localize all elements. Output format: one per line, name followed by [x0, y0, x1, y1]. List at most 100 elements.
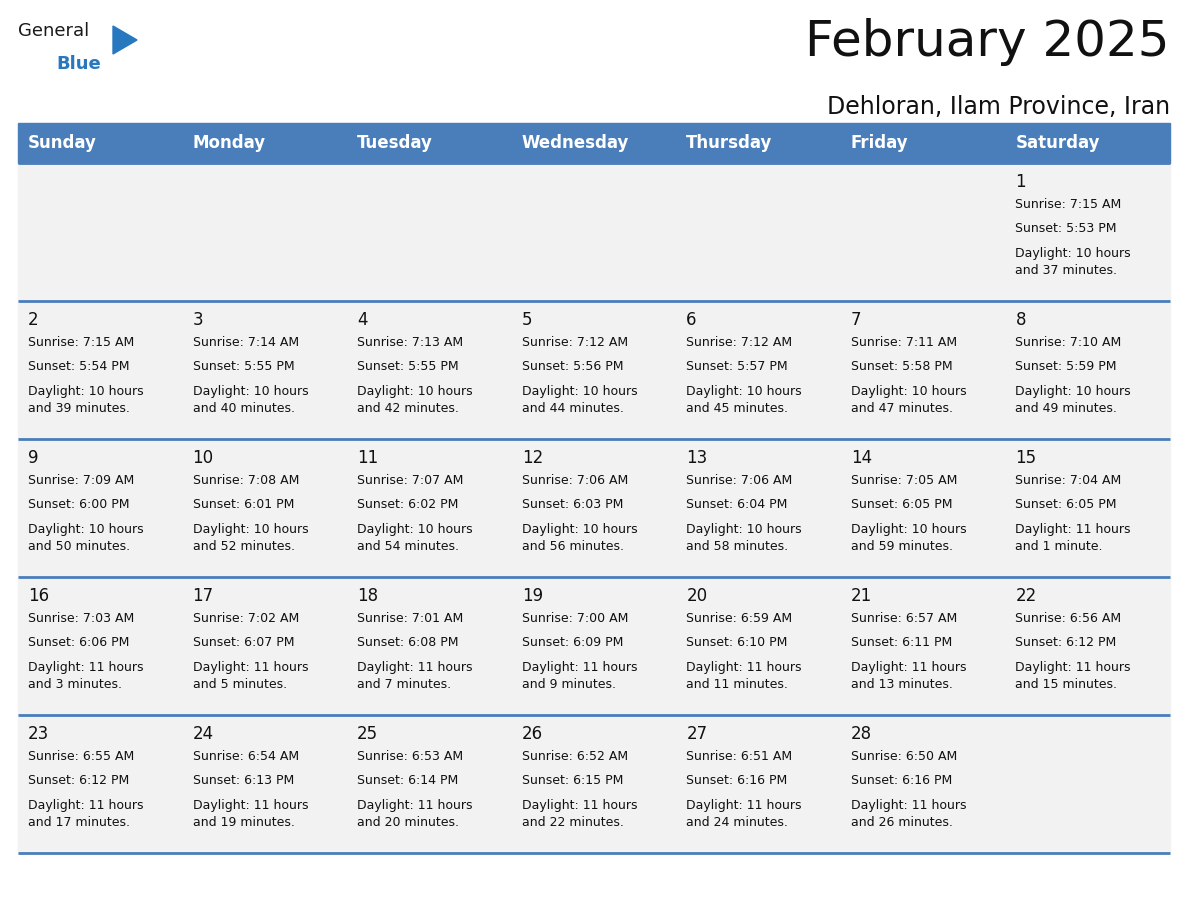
Text: Sunset: 6:15 PM: Sunset: 6:15 PM	[522, 774, 623, 787]
Text: 26: 26	[522, 725, 543, 743]
Text: Sunrise: 6:59 AM: Sunrise: 6:59 AM	[687, 611, 792, 624]
Text: Daylight: 10 hours
and 52 minutes.: Daylight: 10 hours and 52 minutes.	[192, 522, 308, 553]
Text: 24: 24	[192, 725, 214, 743]
Text: Sunset: 6:04 PM: Sunset: 6:04 PM	[687, 498, 788, 511]
Text: Sunset: 5:57 PM: Sunset: 5:57 PM	[687, 360, 788, 373]
Text: Sunrise: 7:08 AM: Sunrise: 7:08 AM	[192, 474, 299, 487]
Text: Sunset: 6:07 PM: Sunset: 6:07 PM	[192, 636, 295, 649]
Text: Saturday: Saturday	[1016, 134, 1100, 152]
Text: Sunset: 5:53 PM: Sunset: 5:53 PM	[1016, 222, 1117, 235]
Text: Sunrise: 7:15 AM: Sunrise: 7:15 AM	[1016, 197, 1121, 210]
Text: Sunrise: 6:57 AM: Sunrise: 6:57 AM	[851, 611, 958, 624]
Text: Daylight: 10 hours
and 56 minutes.: Daylight: 10 hours and 56 minutes.	[522, 522, 637, 553]
Text: General: General	[18, 22, 89, 40]
Text: 20: 20	[687, 587, 707, 605]
Text: Dehloran, Ilam Province, Iran: Dehloran, Ilam Province, Iran	[827, 95, 1170, 119]
Text: Sunset: 6:05 PM: Sunset: 6:05 PM	[851, 498, 953, 511]
Bar	[18, 123, 1170, 163]
Text: 4: 4	[358, 311, 367, 329]
Text: Sunset: 6:16 PM: Sunset: 6:16 PM	[851, 774, 952, 787]
Text: Sunrise: 7:00 AM: Sunrise: 7:00 AM	[522, 611, 628, 624]
Text: Daylight: 10 hours
and 44 minutes.: Daylight: 10 hours and 44 minutes.	[522, 385, 637, 415]
Text: Thursday: Thursday	[687, 134, 772, 152]
Text: Daylight: 11 hours
and 22 minutes.: Daylight: 11 hours and 22 minutes.	[522, 799, 637, 829]
Text: Daylight: 11 hours
and 9 minutes.: Daylight: 11 hours and 9 minutes.	[522, 660, 637, 691]
Text: Sunrise: 6:54 AM: Sunrise: 6:54 AM	[192, 749, 298, 763]
Text: Sunrise: 7:04 AM: Sunrise: 7:04 AM	[1016, 474, 1121, 487]
Text: Daylight: 11 hours
and 26 minutes.: Daylight: 11 hours and 26 minutes.	[851, 799, 966, 829]
Text: Sunset: 6:16 PM: Sunset: 6:16 PM	[687, 774, 788, 787]
Text: Daylight: 10 hours
and 50 minutes.: Daylight: 10 hours and 50 minutes.	[29, 522, 144, 553]
Text: 13: 13	[687, 449, 708, 467]
Text: 1: 1	[1016, 173, 1026, 191]
Text: Sunrise: 7:15 AM: Sunrise: 7:15 AM	[29, 335, 134, 349]
Text: Friday: Friday	[851, 134, 909, 152]
Text: 15: 15	[1016, 449, 1037, 467]
Text: Daylight: 11 hours
and 13 minutes.: Daylight: 11 hours and 13 minutes.	[851, 660, 966, 691]
Text: Blue: Blue	[56, 55, 101, 73]
Text: Sunset: 5:54 PM: Sunset: 5:54 PM	[29, 360, 129, 373]
Text: Daylight: 10 hours
and 45 minutes.: Daylight: 10 hours and 45 minutes.	[687, 385, 802, 415]
Text: Sunset: 6:13 PM: Sunset: 6:13 PM	[192, 774, 293, 787]
Text: 12: 12	[522, 449, 543, 467]
Text: Daylight: 11 hours
and 24 minutes.: Daylight: 11 hours and 24 minutes.	[687, 799, 802, 829]
Text: 11: 11	[358, 449, 379, 467]
Text: Sunset: 5:59 PM: Sunset: 5:59 PM	[1016, 360, 1117, 373]
Text: Sunset: 6:06 PM: Sunset: 6:06 PM	[29, 636, 129, 649]
Text: Daylight: 10 hours
and 42 minutes.: Daylight: 10 hours and 42 minutes.	[358, 385, 473, 415]
Text: Sunrise: 7:12 AM: Sunrise: 7:12 AM	[522, 335, 627, 349]
Bar	[18, 301, 1170, 439]
Bar	[18, 577, 1170, 715]
Text: 3: 3	[192, 311, 203, 329]
Text: 2: 2	[29, 311, 39, 329]
Text: Daylight: 10 hours
and 58 minutes.: Daylight: 10 hours and 58 minutes.	[687, 522, 802, 553]
Text: 5: 5	[522, 311, 532, 329]
Text: Daylight: 10 hours
and 40 minutes.: Daylight: 10 hours and 40 minutes.	[192, 385, 308, 415]
Text: Sunrise: 7:09 AM: Sunrise: 7:09 AM	[29, 474, 134, 487]
Text: Sunset: 5:56 PM: Sunset: 5:56 PM	[522, 360, 624, 373]
Text: 17: 17	[192, 587, 214, 605]
Text: Daylight: 11 hours
and 7 minutes.: Daylight: 11 hours and 7 minutes.	[358, 660, 473, 691]
Text: 19: 19	[522, 587, 543, 605]
Text: Sunrise: 6:52 AM: Sunrise: 6:52 AM	[522, 749, 627, 763]
Text: Monday: Monday	[192, 134, 266, 152]
Text: Daylight: 10 hours
and 59 minutes.: Daylight: 10 hours and 59 minutes.	[851, 522, 967, 553]
Text: Sunrise: 7:14 AM: Sunrise: 7:14 AM	[192, 335, 298, 349]
Bar	[18, 715, 1170, 853]
Polygon shape	[113, 26, 137, 54]
Text: 23: 23	[29, 725, 49, 743]
Text: Sunset: 6:01 PM: Sunset: 6:01 PM	[192, 498, 293, 511]
Text: Sunset: 6:03 PM: Sunset: 6:03 PM	[522, 498, 623, 511]
Text: Sunset: 6:11 PM: Sunset: 6:11 PM	[851, 636, 952, 649]
Text: Daylight: 11 hours
and 3 minutes.: Daylight: 11 hours and 3 minutes.	[29, 660, 144, 691]
Text: Sunset: 5:55 PM: Sunset: 5:55 PM	[192, 360, 295, 373]
Text: Sunrise: 7:06 AM: Sunrise: 7:06 AM	[522, 474, 628, 487]
Text: 18: 18	[358, 587, 378, 605]
Text: Daylight: 10 hours
and 49 minutes.: Daylight: 10 hours and 49 minutes.	[1016, 385, 1131, 415]
Text: Wednesday: Wednesday	[522, 134, 630, 152]
Text: 10: 10	[192, 449, 214, 467]
Text: Sunrise: 6:56 AM: Sunrise: 6:56 AM	[1016, 611, 1121, 624]
Text: Sunday: Sunday	[29, 134, 97, 152]
Text: Daylight: 11 hours
and 1 minute.: Daylight: 11 hours and 1 minute.	[1016, 522, 1131, 553]
Text: 27: 27	[687, 725, 707, 743]
Text: Sunrise: 6:51 AM: Sunrise: 6:51 AM	[687, 749, 792, 763]
Text: Daylight: 11 hours
and 11 minutes.: Daylight: 11 hours and 11 minutes.	[687, 660, 802, 691]
Text: Sunrise: 7:03 AM: Sunrise: 7:03 AM	[29, 611, 134, 624]
Text: 14: 14	[851, 449, 872, 467]
Text: Daylight: 11 hours
and 5 minutes.: Daylight: 11 hours and 5 minutes.	[192, 660, 308, 691]
Text: Sunrise: 7:02 AM: Sunrise: 7:02 AM	[192, 611, 299, 624]
Text: Sunset: 5:55 PM: Sunset: 5:55 PM	[358, 360, 459, 373]
Text: Sunset: 6:09 PM: Sunset: 6:09 PM	[522, 636, 623, 649]
Text: Daylight: 11 hours
and 15 minutes.: Daylight: 11 hours and 15 minutes.	[1016, 660, 1131, 691]
Text: February 2025: February 2025	[805, 18, 1170, 66]
Text: Sunrise: 7:01 AM: Sunrise: 7:01 AM	[358, 611, 463, 624]
Text: Daylight: 10 hours
and 47 minutes.: Daylight: 10 hours and 47 minutes.	[851, 385, 967, 415]
Text: Sunrise: 7:06 AM: Sunrise: 7:06 AM	[687, 474, 792, 487]
Text: 22: 22	[1016, 587, 1037, 605]
Text: Sunrise: 7:12 AM: Sunrise: 7:12 AM	[687, 335, 792, 349]
Text: Daylight: 10 hours
and 54 minutes.: Daylight: 10 hours and 54 minutes.	[358, 522, 473, 553]
Text: Sunset: 6:14 PM: Sunset: 6:14 PM	[358, 774, 459, 787]
Bar	[18, 439, 1170, 577]
Text: Sunset: 6:12 PM: Sunset: 6:12 PM	[29, 774, 129, 787]
